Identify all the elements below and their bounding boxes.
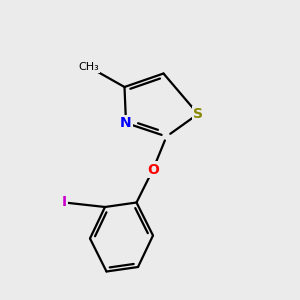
Text: I: I	[62, 196, 67, 209]
Text: O: O	[147, 163, 159, 176]
Text: CH₃: CH₃	[78, 62, 99, 72]
Text: S: S	[193, 107, 203, 121]
Text: N: N	[120, 116, 132, 130]
